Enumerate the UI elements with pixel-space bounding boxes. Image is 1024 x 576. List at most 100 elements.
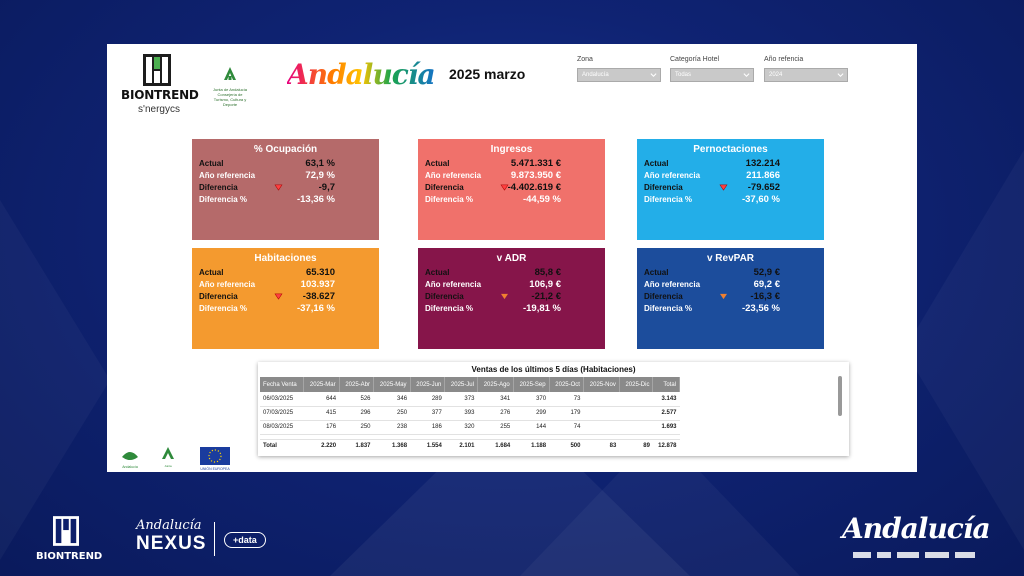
data-badge: +data [224,532,266,548]
ref-label: Año referencia [425,280,482,289]
kpi-title: Pernoctaciones [693,144,768,155]
filter-label: Año refencia [764,56,804,63]
table-header-row: Fecha Venta 2025-Mar 2025-Abr 2025-May 2… [260,377,680,392]
column-header[interactable]: 2025-Jul [444,377,478,392]
table-cell: 289 [410,392,445,407]
diff-pct-label: Diferencia % [644,195,693,204]
table-title: Ventas de los últimos 5 días (Habitacion… [471,365,636,374]
table-cell: 176 [303,420,340,435]
table-cell: 341 [477,392,514,407]
chevron-down-icon [837,73,844,77]
junta-logo: Junta de Andalucía Consejería de Turismo… [210,66,250,107]
kpi-card-adr: v ADR Actual 85,8 € Año referencia 106,9 €… [418,248,605,349]
diff-pct-label: Diferencia % [425,195,474,204]
biontrend-wordmark: BIONTREND [36,551,103,562]
table-cell [583,392,620,407]
footer-partner-logos [853,552,975,558]
down-arrow-icon [274,293,283,300]
actual-value: 65.310 [305,267,335,278]
table-cell: 276 [477,406,514,421]
table-total-cell: 2.101 [444,438,478,453]
table-cell: 377 [410,406,445,421]
kpi-card-revpar: v RevPAR Actual 52,9 € Año referencia 69,2… [637,248,824,349]
table-cell [619,392,653,407]
column-header[interactable]: 2025-Sep [513,377,550,392]
table-cell [583,420,620,435]
diff-pct-value: -37,16 % [296,303,335,314]
column-header[interactable]: 2025-Dic [619,377,654,392]
ano-select[interactable]: 2024 [764,68,848,82]
diff-pct-label: Diferencia % [199,304,248,313]
report-panel: BIONTREND s'nergycs Junta de Andalucía C… [107,44,917,472]
table-cell: 74 [549,420,584,435]
table-cell [619,406,653,421]
ref-value: 69,2 € [753,279,780,290]
table-cell: 1.693 [652,420,680,435]
filter-label: Zona [577,56,593,63]
table-total-cell: 1.554 [410,438,445,453]
kpi-title: Ingresos [490,144,533,155]
kpi-card-habitaciones: Habitaciones Actual 65.310 Año referencia… [192,248,379,349]
actual-value: 5.471.331 € [510,158,561,169]
diff-label: Diferencia [199,292,238,301]
column-header[interactable]: 2025-May [373,377,411,392]
junta-emblem-icon [224,67,236,80]
column-header[interactable]: Total [652,377,680,392]
chevron-down-icon [650,73,657,77]
diff-label: Diferencia [644,183,683,192]
column-header[interactable]: 2025-Jun [410,377,446,392]
categoria-select[interactable]: Todas [670,68,754,82]
table-cell [583,406,620,421]
actual-label: Actual [644,268,669,277]
filter-ano[interactable]: Año refencia 2024 [764,56,848,82]
ref-value: 211.866 [746,170,780,181]
eu-flag-icon: UNIÓN EUROPEA [200,447,230,471]
table-total-cell: 89 [619,438,653,453]
footer-andalucia-logo: Andalucía [842,512,991,545]
column-header[interactable]: 2025-Ago [477,377,514,392]
table-cell: 144 [513,420,550,435]
ref-label: Año referencia [199,280,256,289]
column-header[interactable]: 2025-Mar [303,377,340,392]
biontrend-wordmark: BIONTREND [121,88,199,102]
kpi-title: v ADR [496,253,527,264]
table-cell: 370 [513,392,550,407]
kpi-title: Habitaciones [254,253,317,264]
ref-value: 72,9 % [305,170,335,181]
actual-label: Actual [644,159,669,168]
diff-value: -9,7 [318,182,335,193]
actual-label: Actual [425,268,450,277]
filter-zona[interactable]: Zona Andalucía [577,56,661,82]
diff-pct-label: Diferencia % [199,195,248,204]
filter-label: Categoría Hotel [670,56,720,63]
diff-label: Diferencia [425,183,464,192]
table-row: 06/03/2025 644 526 346 289 373 341 370 73 3.143 [260,392,680,407]
table-cell: 320 [444,420,478,435]
table-cell: 373 [444,392,478,407]
background-triangle [904,150,1024,550]
select-value: Todas [675,72,692,78]
column-header[interactable]: 2025-Oct [549,377,584,392]
zona-select[interactable]: Andalucía [577,68,661,82]
table-cell: 644 [303,392,340,407]
filter-categoria[interactable]: Categoría Hotel Todas [670,56,754,82]
table-cell: 3.143 [652,392,680,407]
table-cell: 415 [303,406,340,421]
column-header[interactable]: 2025-Nov [583,377,620,392]
diff-label: Diferencia [644,292,683,301]
table-cell: 299 [513,406,550,421]
kpi-card-pernoctaciones: Pernoctaciones Actual 132.214 Año referen… [637,139,824,240]
table-total-cell: 83 [583,438,620,453]
actual-value: 52,9 € [753,267,780,278]
diff-pct-value: -37,60 % [741,194,780,205]
table-cell: 250 [339,420,374,435]
diff-label: Diferencia [199,183,238,192]
column-header[interactable]: 2025-Abr [339,377,375,392]
table-total-row: Total 2.220 1.837 1.368 1.554 2.101 1.684 1.188… [260,438,680,453]
svg-text:Andalucía: Andalucía [122,465,138,469]
table-cell: 186 [410,420,445,435]
ref-label: Año referencia [199,171,256,180]
column-header[interactable]: Fecha Venta [260,377,305,392]
sales-table: Fecha Venta 2025-Mar 2025-Abr 2025-May 2… [260,377,680,453]
table-scrollbar[interactable] [838,376,842,416]
